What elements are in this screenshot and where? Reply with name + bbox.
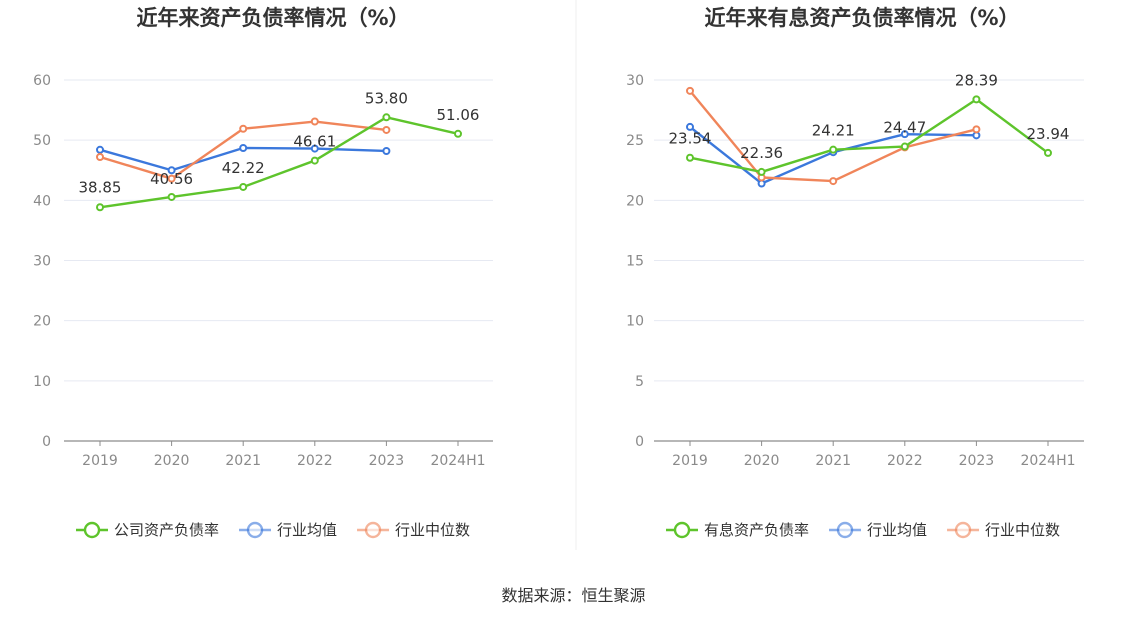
data-point-industry_median[interactable] [972, 125, 981, 134]
data-point-company[interactable] [686, 153, 694, 162]
data-source-note: 数据来源：恒生聚源 [501, 586, 646, 605]
data-label: 38.85 [79, 178, 122, 196]
legend-item-company[interactable]: 公司资产负债率 [76, 521, 219, 539]
data-point-industry_median[interactable] [167, 174, 176, 183]
x-tick-label: 2020 [154, 453, 190, 469]
data-point-industry_median[interactable] [96, 153, 104, 162]
x-tick-label: 2022 [887, 453, 923, 469]
data-label: 24.47 [883, 119, 926, 137]
data-point-industry_median[interactable] [382, 125, 391, 134]
series-line-company [99, 116, 459, 209]
data-point-industry_avg[interactable] [239, 143, 248, 152]
data-point-company[interactable] [382, 113, 391, 122]
data-point-industry_median[interactable] [829, 177, 838, 186]
data-point-industry_avg[interactable] [686, 122, 694, 131]
data-label: 51.06 [437, 106, 480, 124]
y-tick-label: 25 [626, 133, 644, 149]
series-line-company [689, 98, 1049, 174]
data-point-industry_median[interactable] [310, 117, 319, 126]
x-tick-label: 2024H1 [1020, 453, 1075, 469]
x-tick-label: 2024H1 [430, 453, 485, 469]
data-point-company[interactable] [1044, 148, 1052, 157]
data-label: 53.80 [365, 89, 408, 107]
x-tick-label: 2021 [225, 453, 261, 469]
chart-title: 近年来资产负债率情况（%） [136, 6, 409, 30]
legend-marker [83, 521, 101, 539]
x-tick-label: 2021 [815, 453, 851, 469]
legend-marker [954, 521, 972, 539]
y-tick-label: 0 [635, 434, 644, 450]
legend-label: 有息资产负债率 [704, 521, 809, 539]
data-point-industry_avg[interactable] [96, 145, 104, 154]
data-label: 24.21 [812, 122, 855, 140]
y-tick-label: 30 [33, 254, 51, 270]
data-point-company[interactable] [757, 167, 766, 176]
y-tick-label: 15 [626, 254, 644, 270]
x-tick-label: 2019 [672, 453, 708, 469]
x-tick-label: 2020 [744, 453, 780, 469]
data-point-company[interactable] [310, 156, 319, 165]
data-point-company[interactable] [167, 192, 176, 201]
data-label: 42.22 [222, 159, 265, 177]
data-point-industry_avg[interactable] [382, 146, 391, 155]
data-point-industry_avg[interactable] [310, 144, 319, 153]
legend-label: 公司资产负债率 [114, 521, 219, 539]
legend-marker [364, 521, 382, 539]
data-point-company[interactable] [972, 95, 981, 104]
data-label: 23.94 [1027, 125, 1070, 143]
legend-marker [836, 521, 854, 539]
x-tick-label: 2019 [82, 453, 118, 469]
legend-label: 行业均值 [277, 521, 337, 539]
legend-item-company[interactable]: 有息资产负债率 [666, 521, 809, 539]
data-point-industry_avg[interactable] [167, 166, 176, 175]
data-label: 28.39 [955, 71, 998, 89]
data-point-industry_avg[interactable] [900, 130, 909, 139]
legend-label: 行业中位数 [395, 521, 470, 539]
data-point-industry_median[interactable] [239, 124, 248, 133]
legend-label: 行业均值 [867, 521, 927, 539]
y-tick-label: 60 [33, 73, 51, 89]
legend-item-industry_avg[interactable]: 行业均值 [829, 521, 927, 539]
data-point-company[interactable] [829, 145, 838, 154]
y-tick-label: 5 [635, 374, 644, 390]
chart-title: 近年来有息资产负债率情况（%） [704, 6, 1019, 30]
data-point-company[interactable] [454, 129, 462, 138]
x-tick-label: 2022 [297, 453, 333, 469]
data-point-company[interactable] [900, 142, 909, 151]
y-tick-label: 50 [33, 133, 51, 149]
x-tick-label: 2023 [959, 453, 995, 469]
asset-liability-ratio-chart: 近年来资产负债率情况（%） 0 10 20 30 40 50 60 2019 2020 2021 20… [33, 6, 493, 539]
legend-item-industry_median[interactable]: 行业中位数 [357, 521, 470, 539]
y-tick-label: 20 [33, 314, 51, 330]
y-tick-label: 0 [42, 434, 51, 450]
legend-item-industry_avg[interactable]: 行业均值 [239, 521, 337, 539]
data-label: 23.54 [669, 130, 712, 148]
y-tick-label: 30 [626, 73, 644, 89]
y-tick-label: 10 [33, 374, 51, 390]
legend-item-industry_median[interactable]: 行业中位数 [947, 521, 1060, 539]
y-tick-label: 10 [626, 314, 644, 330]
data-label: 46.61 [293, 133, 336, 151]
legend-marker [246, 521, 264, 539]
data-point-industry_median[interactable] [686, 86, 694, 95]
data-label: 22.36 [740, 144, 783, 162]
data-label: 40.56 [150, 170, 193, 188]
x-tick-label: 2023 [369, 453, 405, 469]
y-tick-label: 40 [33, 193, 51, 209]
y-tick-label: 20 [626, 193, 644, 209]
data-point-company[interactable] [96, 203, 104, 212]
data-point-company[interactable] [239, 182, 248, 191]
interest-bearing-liability-ratio-chart: 近年来有息资产负债率情况（%） 0 5 10 15 20 25 30 2019 2020 2021 2… [626, 6, 1084, 539]
legend-marker [673, 521, 691, 539]
legend-label: 行业中位数 [985, 521, 1060, 539]
